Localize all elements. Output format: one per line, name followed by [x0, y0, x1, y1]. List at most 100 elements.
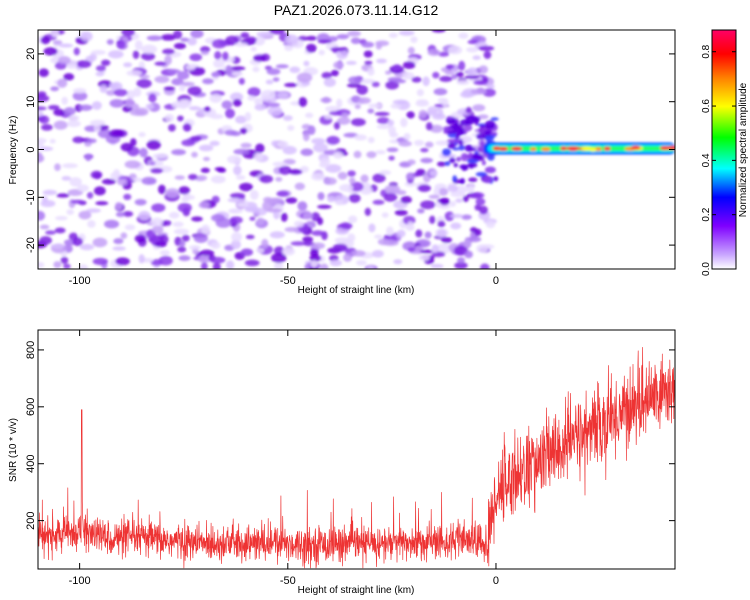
spectrogram-cell [247, 87, 261, 97]
spectrogram-cell [104, 219, 120, 229]
spectrogram-cell [463, 239, 472, 248]
spectrogram-cell [336, 33, 350, 40]
spectrogram-cell [483, 50, 492, 59]
spectrogram-cell [62, 163, 78, 169]
spectrogram-cell [76, 60, 92, 69]
spectrogram-cell [467, 185, 475, 193]
spectrogram-cell [191, 216, 203, 222]
y-tick-label: 10 [25, 96, 37, 108]
spectrogram-cell [250, 46, 257, 52]
spectrogram-cell [471, 153, 484, 161]
spectrogram-cell [235, 175, 246, 180]
spectrogram-cell [90, 49, 106, 55]
spectrogram-cell [346, 83, 361, 88]
spectrogram-cell [453, 245, 468, 256]
spectrogram-y-label: Frequency (Hz) [8, 116, 19, 185]
spectrogram-cell [58, 56, 71, 65]
spectrogram-cell [490, 131, 498, 136]
spectrogram-cell [237, 202, 249, 208]
spectrogram-cell [233, 148, 249, 155]
spectrogram-cell [214, 51, 222, 60]
spectrogram-cell [188, 106, 201, 111]
spectrogram-cell [171, 149, 186, 156]
spectrogram-cell [429, 170, 438, 177]
spectrogram-cell [78, 210, 92, 220]
spectrogram-cell [439, 197, 450, 206]
spectrogram-cell [95, 71, 105, 77]
spectrogram-cells [38, 30, 675, 269]
spectrogram-cell [189, 53, 203, 62]
spectrogram-cell [92, 237, 108, 248]
spectrogram-cell [432, 71, 440, 79]
spectrogram-cell [198, 144, 214, 152]
spectrogram-cell [428, 194, 440, 199]
spectrogram-cell [393, 79, 407, 84]
spectrogram-cell [229, 208, 239, 214]
spectrogram-cell [48, 105, 60, 110]
spectrogram-cell [232, 98, 242, 107]
spectrogram-cell [275, 64, 289, 69]
spectrogram-cell [253, 152, 264, 162]
spectrogram-cell [52, 40, 63, 45]
spectrogram-cell [455, 71, 464, 78]
spectrogram-cell [212, 262, 221, 269]
spectrogram-cell [317, 192, 325, 201]
spectrogram-cell [457, 257, 465, 264]
spectrogram-cell [246, 36, 257, 43]
spectrogram-cell [168, 211, 180, 219]
spectrogram-cell [181, 139, 196, 147]
spectrogram-cell [430, 263, 444, 269]
spectrogram-cell [61, 96, 68, 105]
spectrogram-cell [272, 161, 288, 167]
signal-peak [510, 146, 523, 151]
spectrogram-cell [441, 237, 453, 244]
y-tick-label: 200 [25, 511, 37, 529]
spectrogram-cell [177, 202, 192, 213]
spectrogram-cell [341, 112, 349, 119]
spectrogram-cell [437, 51, 450, 57]
spectrogram-cell [367, 67, 375, 76]
spectrogram-cell [91, 101, 102, 110]
spectrogram-cell [285, 34, 299, 45]
spectrogram-cell [347, 170, 356, 177]
spectrogram-cell [330, 47, 346, 52]
spectrogram-cell [288, 169, 303, 175]
spectrogram-cell [134, 40, 143, 51]
spectrogram-cell [420, 147, 429, 153]
spectrogram-cell [190, 135, 202, 142]
snr-series-line [38, 347, 675, 569]
spectrogram-cell [285, 197, 298, 204]
spectrogram-cell [329, 259, 342, 267]
spectrogram-cell [106, 39, 114, 45]
spectrogram-cell [467, 39, 479, 45]
spectrogram-cell [66, 209, 75, 215]
spectrogram-cell [350, 118, 366, 127]
spectrogram-cell [78, 264, 89, 269]
spectrogram-cell [95, 65, 107, 72]
spectrogram-cell [333, 61, 344, 69]
colorbar-gradient [712, 30, 736, 269]
spectrogram-cell [244, 111, 252, 122]
spectrogram-cell [305, 35, 317, 41]
spectrogram-cell [337, 116, 351, 125]
spectrogram-cell [68, 115, 80, 121]
spectrogram-cell [273, 261, 284, 269]
spectrogram-cell [150, 168, 164, 174]
y-tick-label: 600 [25, 398, 37, 416]
spectrogram-cell [376, 124, 391, 129]
spectrogram-cell [229, 92, 244, 102]
spectrogram-cell [125, 98, 134, 108]
spectrogram-cell [202, 156, 211, 162]
snr-x-axis: -100 -50 0 [69, 330, 499, 587]
spectrogram-cell [164, 55, 172, 66]
spectrogram-cell [351, 250, 366, 257]
spectrogram-cell [193, 233, 209, 243]
spectrogram-cell [180, 37, 190, 42]
spectrogram-cell [271, 252, 287, 263]
spectrogram-cell [230, 239, 241, 250]
spectrogram-cell [374, 234, 383, 239]
spectrogram-cell [484, 166, 497, 174]
spectrogram-cell [459, 178, 465, 185]
spectrogram-cell [477, 114, 489, 120]
spectrogram-cell [446, 138, 459, 143]
